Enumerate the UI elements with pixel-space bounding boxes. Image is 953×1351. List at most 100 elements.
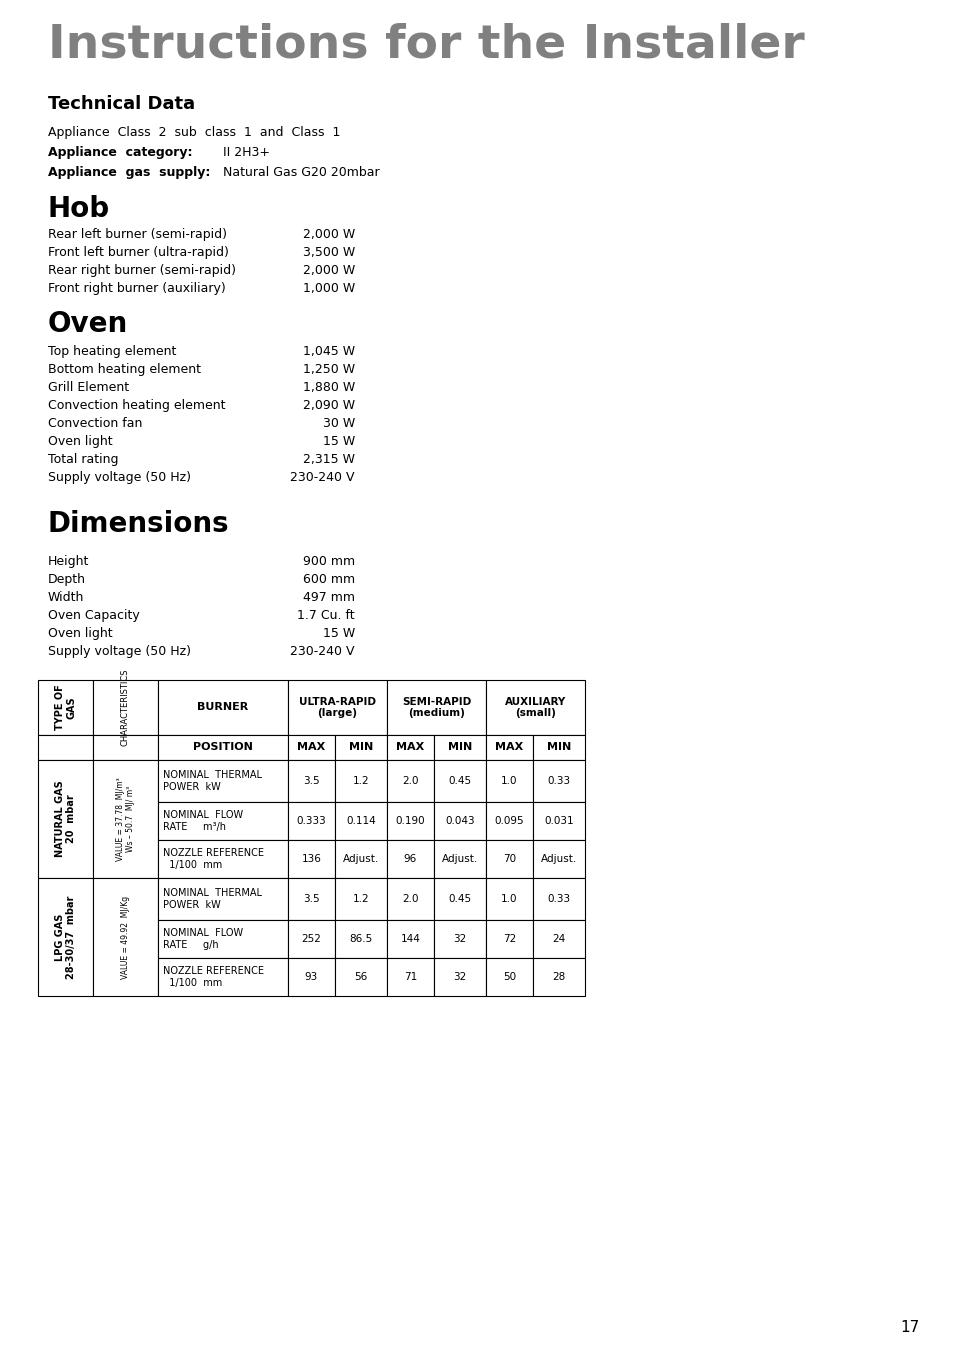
Bar (387, 680, 485, 735)
Text: Oven light: Oven light (48, 627, 112, 640)
Bar (158, 920, 288, 958)
Text: Front right burner (auxiliary): Front right burner (auxiliary) (48, 282, 226, 295)
Bar (387, 802, 434, 840)
Text: MAX: MAX (495, 743, 523, 753)
Text: 17: 17 (900, 1320, 919, 1335)
Text: 72: 72 (502, 934, 516, 944)
Bar (387, 735, 434, 761)
Bar (434, 958, 485, 996)
Text: II 2H3+: II 2H3+ (223, 146, 270, 159)
Bar (387, 878, 434, 920)
Bar (533, 802, 584, 840)
Bar (335, 761, 387, 802)
Text: 144: 144 (400, 934, 420, 944)
Text: 0.031: 0.031 (543, 816, 573, 825)
Bar (387, 761, 434, 802)
Bar (335, 958, 387, 996)
Text: NATURAL GAS
20  mbar: NATURAL GAS 20 mbar (54, 781, 76, 858)
Bar (533, 958, 584, 996)
Text: 3,500 W: 3,500 W (302, 246, 355, 259)
Text: NOZZLE REFERENCE
  1/100  mm: NOZZLE REFERENCE 1/100 mm (163, 966, 264, 988)
Text: 32: 32 (453, 934, 466, 944)
Text: 24: 24 (552, 934, 565, 944)
Text: 1,045 W: 1,045 W (302, 345, 355, 358)
Text: 2,000 W: 2,000 W (302, 228, 355, 240)
Bar (485, 920, 533, 958)
Text: 1.0: 1.0 (500, 775, 517, 786)
Text: 93: 93 (305, 971, 317, 982)
Text: Instructions for the Installer: Instructions for the Installer (48, 22, 804, 68)
Bar (485, 840, 533, 878)
Text: 136: 136 (301, 854, 321, 865)
Text: 2,315 W: 2,315 W (303, 453, 355, 466)
Text: 0.33: 0.33 (547, 894, 570, 904)
Text: Rear right burner (semi-rapid): Rear right burner (semi-rapid) (48, 263, 235, 277)
Text: MAX: MAX (395, 743, 424, 753)
Text: Adjust.: Adjust. (441, 854, 477, 865)
Text: 86.5: 86.5 (349, 934, 373, 944)
Bar (434, 761, 485, 802)
Bar (335, 878, 387, 920)
Text: 1,250 W: 1,250 W (302, 363, 355, 376)
Text: 600 mm: 600 mm (302, 573, 355, 586)
Text: NOMINAL  FLOW
RATE     m³/h: NOMINAL FLOW RATE m³/h (163, 811, 243, 832)
Text: Grill Element: Grill Element (48, 381, 129, 394)
Text: 15 W: 15 W (322, 435, 355, 449)
Text: NOMINAL  FLOW
RATE     g/h: NOMINAL FLOW RATE g/h (163, 928, 243, 950)
Text: Supply voltage (50 Hz): Supply voltage (50 Hz) (48, 471, 191, 484)
Text: Hob: Hob (48, 195, 110, 223)
Text: MAX: MAX (297, 743, 325, 753)
Text: Supply voltage (50 Hz): Supply voltage (50 Hz) (48, 644, 191, 658)
Bar (288, 735, 335, 761)
Text: Top heating element: Top heating element (48, 345, 176, 358)
Bar (288, 840, 335, 878)
Text: Technical Data: Technical Data (48, 95, 195, 113)
Text: VALUE = 49.92  MJ/Kg: VALUE = 49.92 MJ/Kg (121, 896, 130, 978)
Bar (288, 761, 335, 802)
Text: Appliance  gas  supply:: Appliance gas supply: (48, 166, 211, 178)
Text: 2.0: 2.0 (402, 775, 418, 786)
Text: Oven: Oven (48, 309, 128, 338)
Bar (92, 735, 158, 761)
Bar (434, 735, 485, 761)
Text: Appliance  Class  2  sub  class  1  and  Class  1: Appliance Class 2 sub class 1 and Class … (48, 126, 340, 139)
Text: 50: 50 (502, 971, 516, 982)
Bar (434, 920, 485, 958)
Text: MIN: MIN (546, 743, 571, 753)
Bar (158, 802, 288, 840)
Text: VALUE = 37.78  MJ/m³
Ws – 50.7  MJ/ m³: VALUE = 37.78 MJ/m³ Ws – 50.7 MJ/ m³ (115, 777, 135, 861)
Bar (485, 802, 533, 840)
Text: 0.114: 0.114 (346, 816, 375, 825)
Text: 96: 96 (403, 854, 416, 865)
Bar (288, 802, 335, 840)
Text: NOMINAL  THERMAL
POWER  kW: NOMINAL THERMAL POWER kW (163, 770, 262, 792)
Text: Height: Height (48, 555, 90, 567)
Bar (485, 735, 533, 761)
Bar (38, 878, 92, 996)
Text: 3.5: 3.5 (303, 894, 319, 904)
Bar (434, 878, 485, 920)
Text: 32: 32 (453, 971, 466, 982)
Text: ULTRA-RAPID
(large): ULTRA-RAPID (large) (298, 697, 375, 719)
Text: LPG GAS
28-30/37  mbar: LPG GAS 28-30/37 mbar (54, 896, 76, 978)
Bar (434, 802, 485, 840)
Bar (38, 680, 92, 735)
Bar (387, 840, 434, 878)
Bar (335, 840, 387, 878)
Text: 230-240 V: 230-240 V (291, 471, 355, 484)
Text: 252: 252 (301, 934, 321, 944)
Text: Oven Capacity: Oven Capacity (48, 609, 139, 621)
Bar (92, 680, 158, 735)
Text: 2.0: 2.0 (402, 894, 418, 904)
Bar (387, 958, 434, 996)
Text: NOZZLE REFERENCE
  1/100  mm: NOZZLE REFERENCE 1/100 mm (163, 848, 264, 870)
Text: 0.333: 0.333 (296, 816, 326, 825)
Bar (288, 680, 387, 735)
Text: 15 W: 15 W (322, 627, 355, 640)
Bar (158, 680, 288, 735)
Text: Width: Width (48, 590, 84, 604)
Text: Depth: Depth (48, 573, 86, 586)
Text: CHARACTERISTICS: CHARACTERISTICS (121, 669, 130, 746)
Text: 2,000 W: 2,000 W (302, 263, 355, 277)
Text: 71: 71 (403, 971, 416, 982)
